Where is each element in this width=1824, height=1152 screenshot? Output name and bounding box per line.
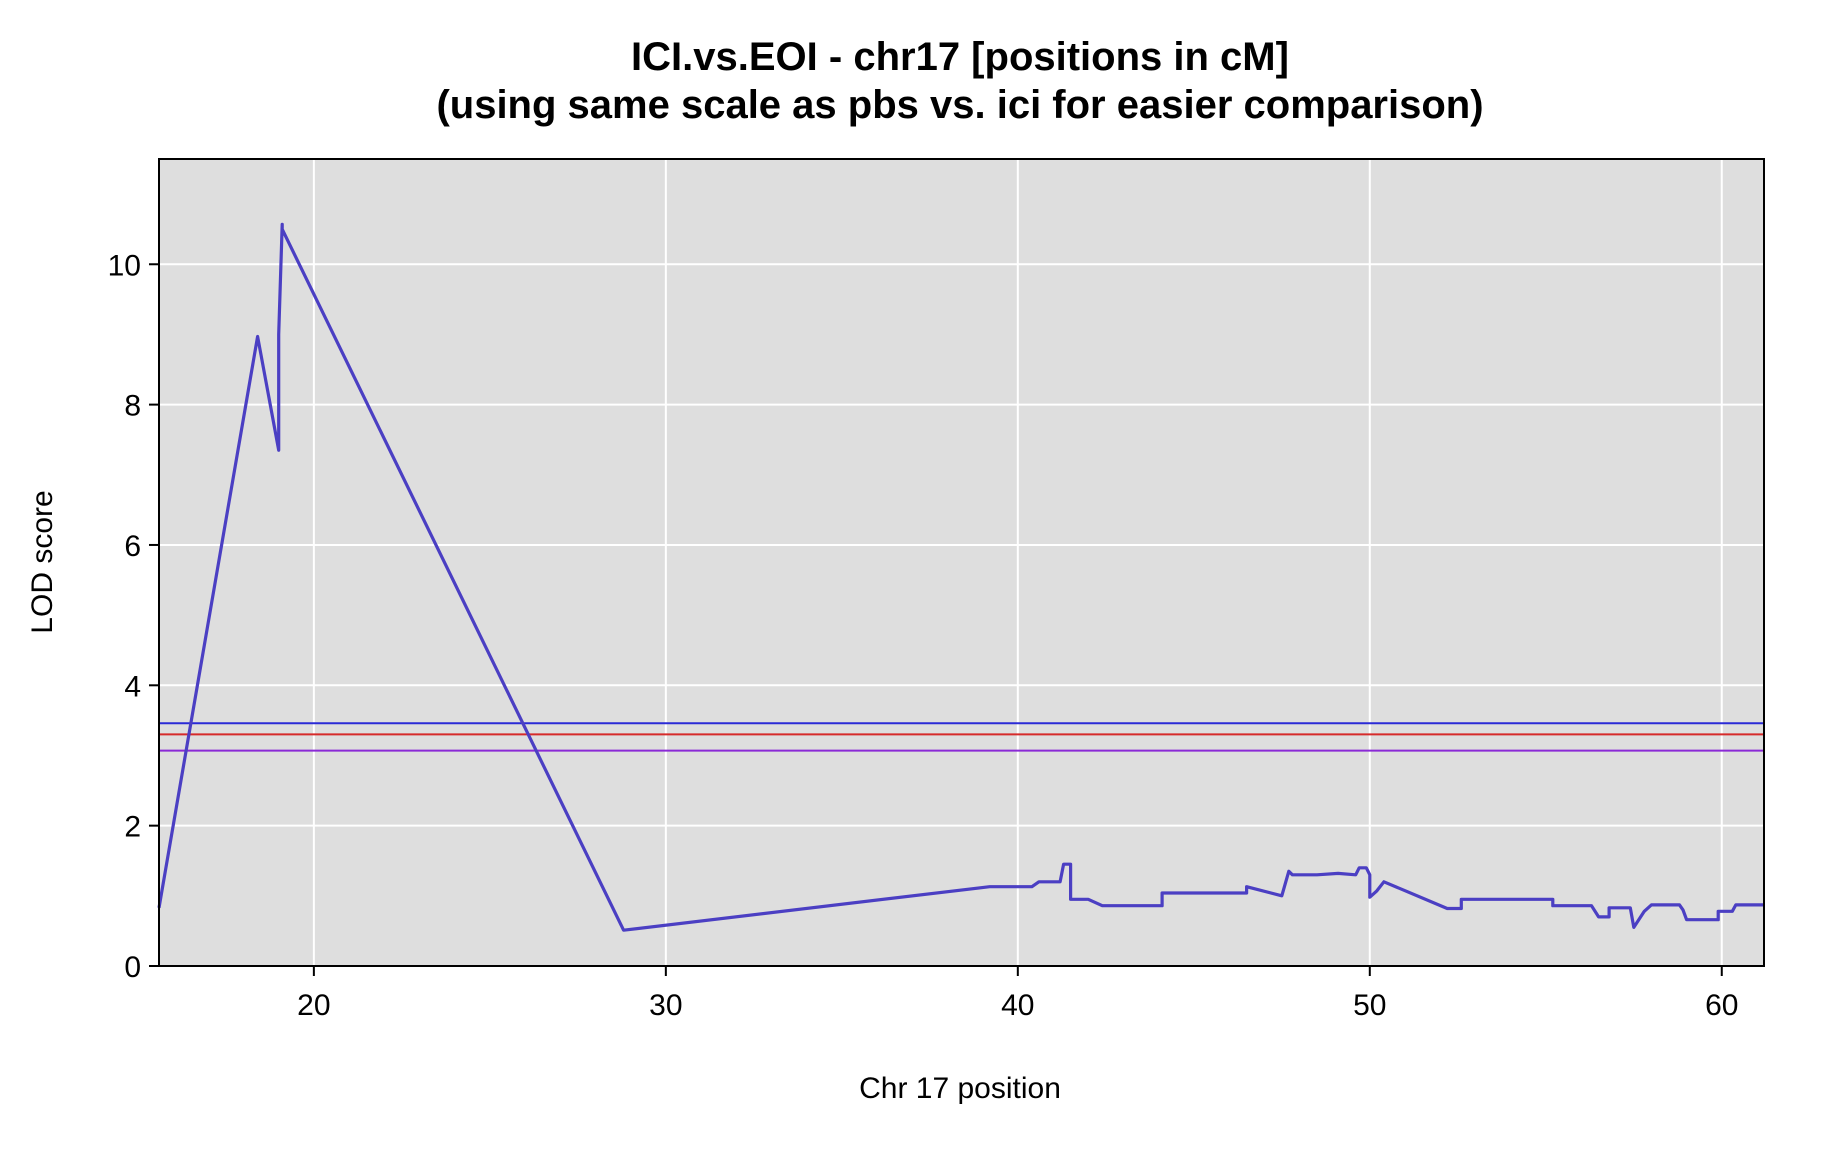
- series-layer: [157, 222, 1764, 932]
- y-tick-label: 10: [108, 249, 141, 282]
- x-axis-label: Chr 17 position: [859, 1072, 1061, 1105]
- x-tick-label: 20: [297, 989, 330, 1022]
- y-axis-ticks: 0 2 4 6 8 10: [108, 249, 159, 984]
- y-tick-label: 0: [124, 951, 141, 984]
- x-tick-label: 40: [1001, 989, 1034, 1022]
- plot-frame: [158, 158, 1765, 967]
- plot-background: [159, 159, 1764, 966]
- y-tick-label: 6: [124, 530, 141, 563]
- y-tick-label: 4: [124, 670, 141, 703]
- x-tick-label: 30: [649, 989, 682, 1022]
- chart-subtitle: (using same scale as pbs vs. ici for eas…: [436, 83, 1483, 127]
- threshold-layer: [159, 722, 1764, 752]
- lod-series-line: [157, 222, 1764, 932]
- x-tick-label: 50: [1353, 989, 1386, 1022]
- x-tick-label: 60: [1705, 989, 1738, 1022]
- x-axis-ticks: 20 30 40 50 60: [297, 966, 1738, 1022]
- y-tick-label: 8: [124, 390, 141, 423]
- chart-title: ICI.vs.EOI - chr17 [positions in cM]: [631, 35, 1289, 79]
- y-tick-label: 2: [124, 811, 141, 844]
- y-axis-label: LOD score: [26, 490, 59, 633]
